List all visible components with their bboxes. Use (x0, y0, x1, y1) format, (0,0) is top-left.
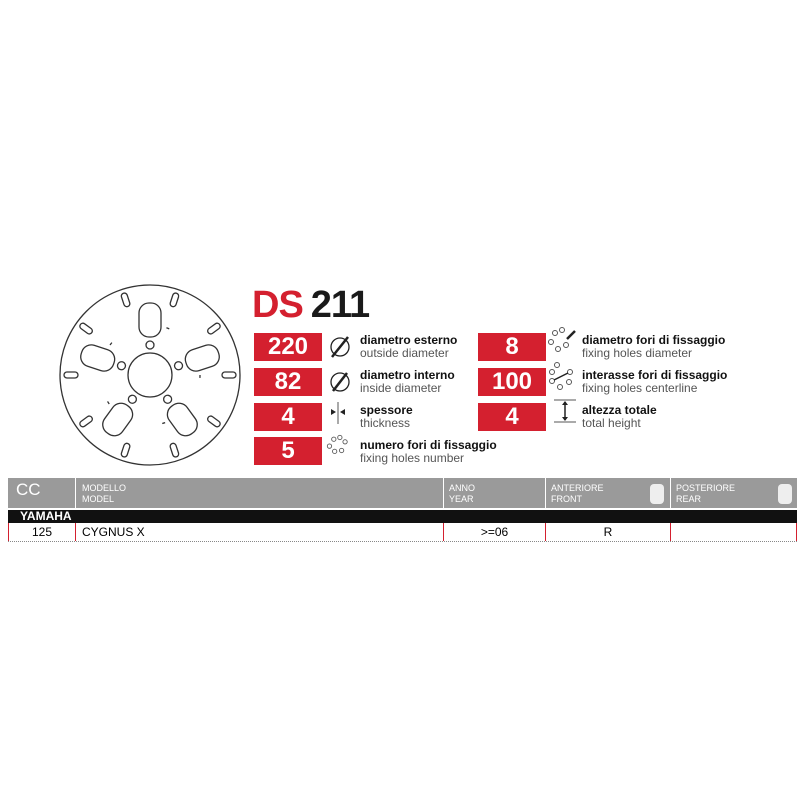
spec-label-fixing-holes-number: numero fori di fissaggio fixing holes num… (360, 438, 497, 465)
table-header: CC MODELLO MODEL ANNO YEAR ANTERIORE FRONT … (8, 478, 797, 508)
product-number: 211 (310, 284, 370, 326)
thickness-icon (331, 402, 345, 424)
fixing-holes-diameter-icon (548, 327, 576, 352)
header-front: ANTERIORE FRONT (545, 478, 604, 508)
spec-label-inside-diameter: diametro interno inside diameter (360, 368, 455, 395)
header-rear: POSTERIORE REAR (670, 478, 735, 508)
product-code: DS 211 (252, 284, 370, 327)
total-height-icon (554, 399, 576, 423)
spec-label-fixing-holes-centerline: interasse fori di fissaggio fixing holes … (582, 368, 728, 395)
spec-label-fixing-holes-diameter: diametro fori di fissaggio fixing holes d… (582, 333, 726, 360)
fixing-holes-centerline-icon (549, 362, 573, 390)
header-model: MODELLO MODEL (75, 478, 126, 508)
outside-diameter-icon (330, 336, 350, 358)
product-prefix: DS (252, 284, 304, 326)
fixing-holes-number-icon (326, 434, 348, 454)
spec-value-total-height: 4 (478, 403, 546, 431)
spec-value-fixing-holes-number: 5 (254, 437, 322, 465)
cell-model: CYGNUS X (75, 523, 443, 541)
header-cc: CC (16, 480, 41, 499)
table-row: 125 CYGNUS X >=06 R (8, 523, 797, 542)
brake-disc-image (58, 283, 242, 467)
header-year: ANNO YEAR (443, 478, 475, 508)
front-wheel-icon (650, 484, 664, 504)
spec-label-outside-diameter: diametro esterno outside diameter (360, 333, 458, 360)
spec-value-inside-diameter: 82 (254, 368, 322, 396)
cell-front: R (545, 523, 670, 541)
inside-diameter-icon (330, 372, 350, 392)
cell-cc: 125 (8, 523, 75, 541)
spec-label-thickness: spessore thickness (360, 403, 413, 430)
spec-value-fixing-holes-diameter: 8 (478, 333, 546, 361)
brand-row: YAMAHA (8, 510, 797, 523)
cell-rear (670, 523, 797, 541)
spec-value-thickness: 4 (254, 403, 322, 431)
spec-label-total-height: altezza totale total height (582, 403, 657, 430)
spec-value-fixing-holes-centerline: 100 (478, 368, 546, 396)
cell-year: >=06 (443, 523, 545, 541)
rear-wheel-icon (778, 484, 792, 504)
spec-value-outside-diameter: 220 (254, 333, 322, 361)
